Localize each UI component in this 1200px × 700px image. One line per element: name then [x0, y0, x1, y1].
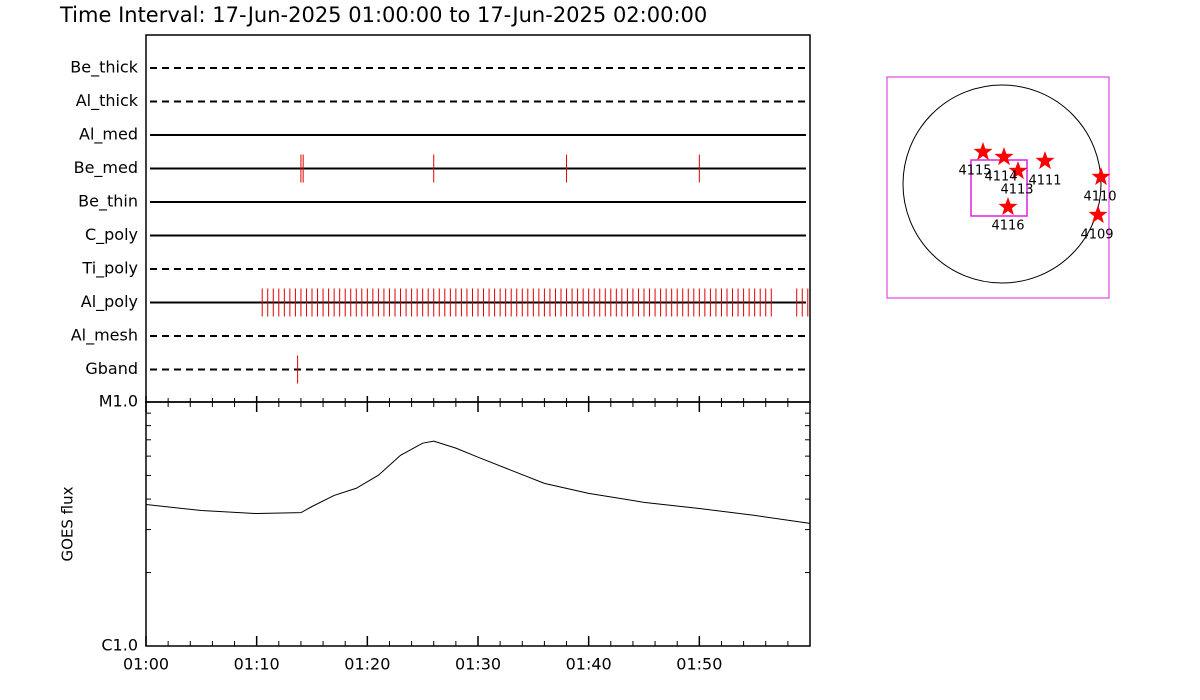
row-label: Al_mesh — [71, 326, 138, 346]
panel-frame — [145, 401, 811, 647]
region-star — [1088, 205, 1108, 224]
sun-map: 4115 4114 4113 4111 4110 4109 4116 — [886, 76, 1117, 299]
region-label: 4109 — [1080, 228, 1113, 243]
x-tick-label: 01:40 — [566, 655, 612, 674]
fov-box — [970, 159, 1028, 217]
region-star — [994, 147, 1014, 166]
row-label: Be_thin — [78, 192, 138, 212]
region-label: 4115 — [958, 164, 991, 179]
y-axis-label: GOES flux — [59, 486, 77, 561]
row-label: Al_med — [79, 125, 138, 145]
region-star — [998, 197, 1018, 216]
goes-line — [145, 440, 811, 524]
title: Time Interval: 17-Jun-2025 01:00:00 to 1… — [59, 3, 707, 27]
row-label: Gband — [85, 359, 138, 378]
region-label: 4114 — [984, 170, 1017, 185]
row-label: Be_thick — [70, 58, 138, 78]
row-label: Al_poly — [81, 292, 138, 312]
row-label: Ti_poly — [81, 259, 138, 279]
y-tick-label: M1.0 — [99, 392, 138, 411]
region-star — [1035, 151, 1055, 170]
region-label: 4116 — [991, 219, 1024, 234]
region-label: 4111 — [1028, 174, 1061, 189]
row-label: C_poly — [85, 225, 138, 245]
region-star — [973, 142, 993, 161]
y-tick-label: C1.0 — [101, 636, 138, 655]
x-tick-label: 01:10 — [234, 655, 280, 674]
map-frame — [886, 76, 1110, 299]
x-tick-label: 01:20 — [344, 655, 390, 674]
region-label: 4110 — [1083, 190, 1116, 205]
x-tick-label: 01:50 — [676, 655, 722, 674]
row-label: Be_med — [74, 158, 138, 178]
x-tick-label: 01:00 — [123, 655, 169, 674]
x-tick-label: 01:30 — [455, 655, 501, 674]
panel-frame — [145, 34, 811, 403]
solar-disk — [902, 84, 1102, 284]
region-label: 4113 — [1000, 183, 1033, 198]
row-label: Al_thick — [76, 91, 139, 111]
